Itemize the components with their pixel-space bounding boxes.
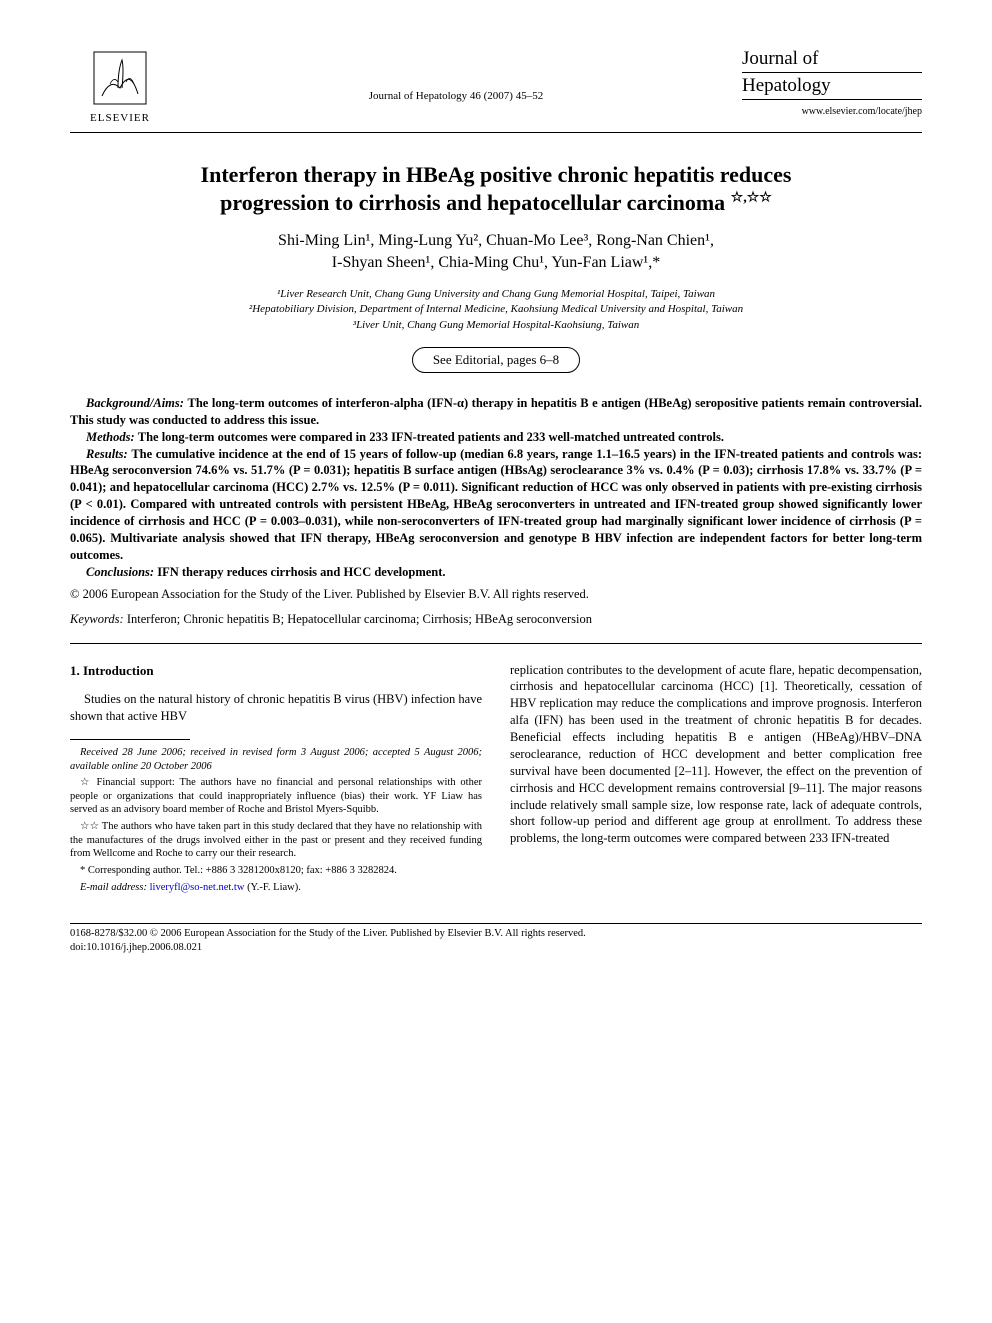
abstract-background: Background/Aims: The long-term outcomes … [70, 395, 922, 429]
editorial-link[interactable]: See Editorial, pages 6–8 [412, 347, 580, 373]
publisher-name: ELSEVIER [90, 112, 150, 124]
results-text: The cumulative incidence at the end of 1… [70, 447, 922, 562]
intro-para-right: replication contributes to the developme… [510, 662, 922, 848]
journal-reference: Journal of Hepatology 46 (2007) 45–52 [170, 48, 742, 102]
footer-line-1: 0168-8278/$32.00 © 2006 European Associa… [70, 927, 922, 941]
conclusions-text: IFN therapy reduces cirrhosis and HCC de… [157, 565, 445, 579]
left-column: 1. Introduction Studies on the natural h… [70, 662, 482, 898]
methods-label: Methods: [86, 430, 135, 444]
star2-mark: ☆☆ [80, 821, 99, 832]
authors-list: Shi-Ming Lin¹, Ming-Lung Yu², Chuan-Mo L… [70, 230, 922, 275]
email-person: (Y.-F. Liaw). [244, 882, 300, 893]
article-title: Interferon therapy in HBeAg positive chr… [70, 161, 922, 216]
conclusions-label: Conclusions: [86, 565, 154, 579]
title-line-2: progression to cirrhosis and hepatocellu… [220, 190, 725, 215]
keywords-label: Keywords: [70, 612, 124, 626]
authors-line-1: Shi-Ming Lin¹, Ming-Lung Yu², Chuan-Mo L… [278, 232, 714, 249]
journal-title-block: Journal of Hepatology www.elsevier.com/l… [742, 48, 922, 117]
copyright-line: © 2006 European Association for the Stud… [70, 587, 922, 602]
page-footer: 0168-8278/$32.00 © 2006 European Associa… [70, 923, 922, 954]
corr-text: Corresponding author. Tel.: +886 3 32812… [85, 865, 397, 876]
affiliation-2: ²Hepatobiliary Division, Department of I… [70, 302, 922, 317]
intro-para-left: Studies on the natural history of chroni… [70, 691, 482, 725]
footnote-corresponding: * Corresponding author. Tel.: +886 3 328… [70, 864, 482, 878]
footnote-email: E-mail address: liveryfl@so-net.net.tw (… [70, 881, 482, 895]
abstract-conclusions: Conclusions: IFN therapy reduces cirrhos… [70, 564, 922, 581]
keywords: Keywords: Interferon; Chronic hepatitis … [70, 612, 922, 627]
affiliation-3: ³Liver Unit, Chang Gung Memorial Hospita… [70, 318, 922, 333]
intro-heading: 1. Introduction [70, 662, 482, 680]
email-address[interactable]: liveryfl@so-net.net.tw [147, 882, 244, 893]
right-column: replication contributes to the developme… [510, 662, 922, 898]
editorial-link-wrap: See Editorial, pages 6–8 [70, 347, 922, 373]
footnote-star2: ☆☆ The authors who have taken part in th… [70, 820, 482, 861]
background-text: The long-term outcomes of interferon-alp… [70, 396, 922, 427]
background-label: Background/Aims: [86, 396, 184, 410]
footnote-divider [70, 739, 190, 740]
journal-url[interactable]: www.elsevier.com/locate/jhep [742, 106, 922, 117]
page-header: ELSEVIER Journal of Hepatology 46 (2007)… [70, 48, 922, 133]
abstract: Background/Aims: The long-term outcomes … [70, 395, 922, 581]
footnote-star1: ☆ Financial support: The authors have no… [70, 776, 482, 817]
star1-text: Financial support: The authors have no f… [70, 777, 482, 815]
abstract-methods: Methods: The long-term outcomes were com… [70, 429, 922, 446]
elsevier-logo-icon [90, 48, 150, 108]
affiliations: ¹Liver Research Unit, Chang Gung Univers… [70, 287, 922, 333]
publisher-block: ELSEVIER [70, 48, 170, 124]
journal-title-1: Journal of [742, 48, 922, 73]
email-label: E-mail address: [80, 882, 147, 893]
results-label: Results: [86, 447, 128, 461]
body-columns: 1. Introduction Studies on the natural h… [70, 662, 922, 898]
footnote-received: Received 28 June 2006; received in revis… [70, 746, 482, 773]
star2-text: The authors who have taken part in this … [70, 821, 482, 859]
keywords-text: Interferon; Chronic hepatitis B; Hepatoc… [124, 612, 592, 626]
section-divider [70, 643, 922, 644]
authors-line-2: I-Shyan Sheen¹, Chia-Ming Chu¹, Yun-Fan … [332, 254, 660, 271]
footer-line-2: doi:10.1016/j.jhep.2006.08.021 [70, 941, 922, 955]
abstract-results: Results: The cumulative incidence at the… [70, 446, 922, 564]
methods-text: The long-term outcomes were compared in … [138, 430, 724, 444]
title-line-1: Interferon therapy in HBeAg positive chr… [201, 162, 792, 187]
affiliation-1: ¹Liver Research Unit, Chang Gung Univers… [70, 287, 922, 302]
journal-title-2: Hepatology [742, 75, 922, 100]
star1-mark: ☆ [80, 777, 92, 788]
received-text: Received 28 June 2006; received in revis… [70, 747, 482, 772]
title-star-marks: ☆,☆☆ [731, 190, 772, 205]
